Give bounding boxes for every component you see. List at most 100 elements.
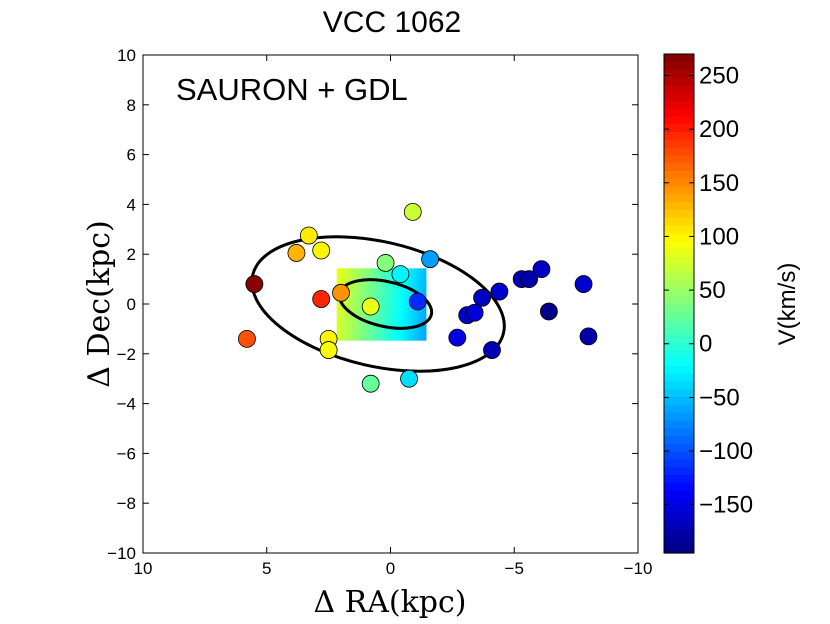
sauron-pixel (342, 301, 347, 305)
sauron-pixel (381, 331, 385, 335)
sauron-pixel (413, 322, 418, 326)
sauron-pixel (369, 280, 373, 284)
sauron-pixel (366, 271, 371, 275)
sauron-pixel (416, 280, 421, 284)
sauron-pixel (336, 304, 341, 308)
sauron-pixel (375, 286, 379, 290)
sauron-pixel (378, 283, 382, 287)
sauron-pixel (390, 295, 394, 299)
sauron-pixel (375, 295, 379, 299)
sauron-pixel (336, 334, 341, 338)
sauron-pixel (402, 289, 406, 293)
sauron-pixel (336, 325, 341, 329)
sauron-pixel (342, 322, 347, 326)
sauron-pixel (387, 277, 391, 281)
data-point (245, 275, 264, 293)
sauron-pixel (402, 313, 406, 317)
sauron-pixel (342, 337, 347, 341)
colorbar-band (664, 365, 694, 375)
colorbar-band (664, 155, 694, 164)
sauron-pixel (419, 286, 424, 290)
colorbar: 250 200 150 100 50 0 −50 −100 −150 (663, 53, 753, 554)
sauron-pixel (378, 292, 382, 296)
sauron-pixel (416, 319, 421, 323)
sauron-pixel (378, 334, 382, 338)
sauron-pixel (416, 316, 421, 320)
colorbar-band (664, 373, 694, 383)
sauron-pixel (422, 280, 427, 284)
sauron-pixel (393, 328, 397, 332)
sauron-pixel (416, 331, 421, 335)
sauron-pixel (419, 334, 424, 338)
sauron-pixel (396, 286, 400, 290)
sauron-pixel (366, 289, 371, 293)
sauron-pixel (363, 283, 368, 287)
sauron-pixel (369, 331, 373, 335)
sauron-pixel (348, 316, 353, 320)
colorbar-tick-label: 0 (699, 331, 712, 358)
sauron-pixel (390, 304, 394, 308)
sauron-pixel (363, 289, 368, 293)
sauron-pixel (384, 286, 388, 290)
sauron-pixel (378, 298, 382, 302)
sauron-pixel (351, 295, 356, 299)
x-tick-label: −10 (624, 559, 653, 578)
sauron-pixel (381, 304, 385, 308)
sauron-pixel (345, 304, 350, 308)
sauron-pixel (416, 337, 421, 341)
sauron-pixel (422, 268, 427, 272)
colorbar-band (664, 116, 694, 125)
sauron-pixel (381, 301, 385, 305)
sauron-pixel (387, 292, 391, 296)
sauron-pixel (348, 268, 353, 272)
sauron-pixel (369, 319, 373, 323)
sauron-pixel (419, 280, 424, 284)
sauron-pixel (369, 337, 373, 341)
sauron-pixel (396, 337, 400, 341)
sauron-pixel (345, 337, 350, 341)
sauron-pixel (342, 277, 347, 281)
sauron-pixel (410, 277, 415, 281)
sauron-pixel (408, 274, 412, 278)
sauron-pixel (381, 298, 385, 302)
sauron-pixel (348, 328, 353, 332)
colorbar-band (664, 131, 694, 141)
sauron-pixel (357, 304, 362, 308)
sauron-pixel (342, 274, 347, 278)
sauron-pixel (410, 283, 415, 287)
sauron-pixel (393, 316, 397, 320)
sauron-pixel (363, 322, 368, 326)
sauron-pixel (410, 286, 415, 290)
sauron-pixel (405, 316, 409, 320)
sauron-pixel (345, 271, 350, 275)
colorbar-band (664, 209, 694, 219)
sauron-pixel (393, 313, 397, 317)
sauron-pixel (354, 310, 359, 314)
sauron-pixel (366, 268, 371, 272)
sauron-pixel (342, 313, 347, 317)
sauron-pixel (375, 298, 379, 302)
sauron-pixel (399, 310, 403, 314)
sauron-pixel (419, 325, 424, 329)
sauron-pixel (384, 289, 388, 293)
sauron-pixel (339, 331, 344, 335)
sauron-pixel (399, 328, 403, 332)
sauron-pixel (419, 277, 424, 281)
sauron-pixel (363, 316, 368, 320)
colorbar-band (664, 272, 694, 281)
colorbar-band (664, 147, 694, 156)
sauron-pixel (378, 319, 382, 323)
sauron-pixel (399, 337, 403, 341)
sauron-pixel (369, 316, 373, 320)
sauron-pixel (390, 277, 394, 281)
sauron-pixel (351, 334, 356, 338)
sauron-pixel (369, 268, 373, 272)
data-point (490, 282, 509, 301)
sauron-pixel (375, 328, 379, 332)
sauron-pixel (387, 304, 391, 308)
y-tick-label: 8 (127, 96, 136, 115)
sauron-pixel (402, 310, 406, 314)
sauron-pixel (402, 331, 406, 335)
sauron-pixel (384, 274, 388, 278)
sauron-pixel (405, 337, 409, 341)
